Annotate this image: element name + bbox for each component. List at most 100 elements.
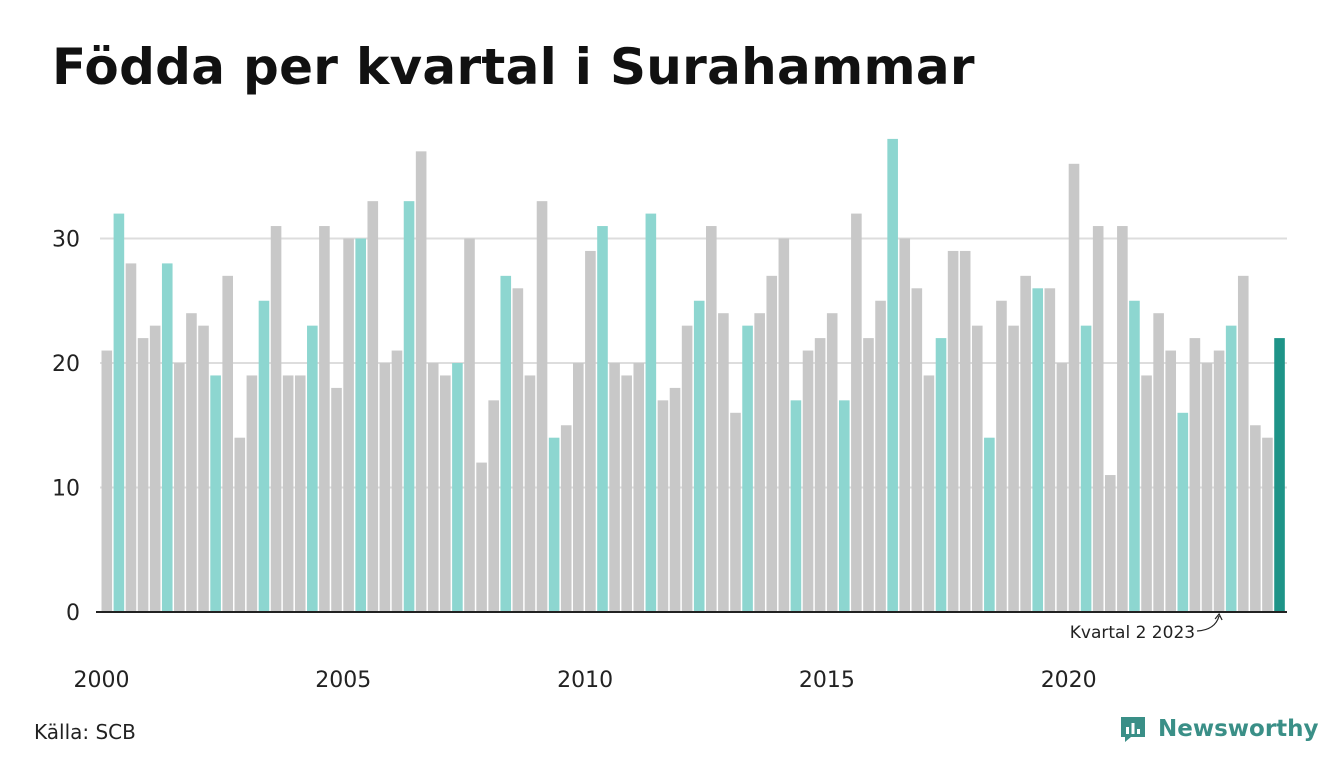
bar-2007-q4 bbox=[476, 462, 487, 612]
bar-2019-q2 bbox=[1032, 288, 1044, 612]
bar-2013-q4 bbox=[766, 275, 778, 612]
bar-2005-q4 bbox=[379, 363, 391, 612]
x-tick-2000: 2000 bbox=[74, 668, 130, 693]
y-tick-0: 0 bbox=[66, 601, 80, 626]
bar-2020-q3 bbox=[1092, 226, 1104, 613]
bar-2016-q2 bbox=[887, 138, 898, 612]
bar-2015-q1 bbox=[826, 313, 838, 612]
bar-2024-q2 bbox=[1274, 338, 1285, 612]
bar-2020-q1 bbox=[1068, 163, 1080, 613]
annotation-label: Kvartal 2 2023 bbox=[1070, 623, 1195, 643]
bar-2010-q4 bbox=[621, 375, 632, 612]
bar-2012-q1 bbox=[681, 325, 693, 612]
bar-2005-q3 bbox=[367, 201, 379, 612]
bar-2008-q4 bbox=[524, 375, 536, 612]
bar-2014-q4 bbox=[814, 338, 826, 612]
bar-2018-q4 bbox=[1008, 325, 1019, 612]
bar-2013-q1 bbox=[730, 412, 741, 612]
bar-2020-q4 bbox=[1104, 475, 1116, 612]
bar-2000-q4 bbox=[137, 338, 149, 612]
bar-2023-q4 bbox=[1250, 425, 1261, 612]
source-label: Källa: SCB bbox=[34, 720, 136, 744]
bar-2017-q4 bbox=[959, 250, 971, 612]
bar-2003-q2 bbox=[258, 300, 270, 612]
bar-2023-q3 bbox=[1237, 275, 1249, 612]
bar-2019-q3 bbox=[1044, 288, 1056, 612]
bar-2015-q4 bbox=[863, 338, 874, 612]
bar-2010-q1 bbox=[585, 250, 596, 612]
bar-2003-q4 bbox=[282, 375, 294, 612]
y-tick-30: 30 bbox=[52, 228, 80, 253]
x-tick-2005: 2005 bbox=[315, 668, 371, 693]
bar-2021-q2 bbox=[1129, 300, 1140, 612]
bar-2021-q4 bbox=[1153, 313, 1164, 612]
bar-2000-q1 bbox=[101, 350, 113, 612]
annotation: Kvartal 2 2023 bbox=[1070, 612, 1223, 643]
bar-2022-q3 bbox=[1189, 338, 1201, 612]
annotation-arrow bbox=[1197, 612, 1223, 632]
bar-2001-q1 bbox=[149, 325, 161, 612]
bar-2015-q2 bbox=[838, 400, 850, 612]
brand-name: Newsworthy bbox=[1158, 716, 1319, 742]
bar-2002-q1 bbox=[198, 325, 209, 612]
bar-2012-q2 bbox=[693, 300, 705, 612]
bar-2023-q1 bbox=[1213, 350, 1225, 612]
bar-2012-q3 bbox=[706, 226, 717, 613]
bar-2003-q1 bbox=[246, 375, 258, 612]
bar-2004-q4 bbox=[331, 387, 342, 612]
bar-2006-q4 bbox=[427, 363, 439, 612]
x-tick-2010: 2010 bbox=[557, 668, 613, 693]
bar-2009-q1 bbox=[536, 201, 548, 612]
bar-2009-q4 bbox=[573, 363, 584, 612]
bar-2018-q1 bbox=[971, 325, 983, 612]
x-tick-2015: 2015 bbox=[799, 668, 855, 693]
bar-2011-q1 bbox=[633, 363, 645, 612]
x-tick-2020: 2020 bbox=[1041, 668, 1097, 693]
bar-2005-q2 bbox=[355, 238, 366, 612]
bar-2006-q1 bbox=[391, 350, 403, 612]
bar-2001-q2 bbox=[161, 263, 173, 612]
chart-title: Födda per kvartal i Surahammar bbox=[52, 38, 975, 96]
bar-2006-q3 bbox=[415, 151, 427, 612]
bar-2003-q3 bbox=[270, 226, 282, 613]
bar-2000-q3 bbox=[125, 263, 137, 612]
bar-2004-q2 bbox=[307, 325, 318, 612]
bar-2008-q2 bbox=[500, 275, 512, 612]
newsworthy-logo-icon bbox=[1121, 717, 1145, 742]
bar-2022-q2 bbox=[1177, 412, 1189, 612]
bar-2021-q1 bbox=[1117, 226, 1128, 613]
bar-2010-q3 bbox=[609, 363, 620, 612]
bar-2013-q2 bbox=[742, 325, 753, 612]
bar-2023-q2 bbox=[1225, 325, 1237, 612]
bar-2008-q3 bbox=[512, 288, 524, 612]
bars bbox=[101, 138, 1285, 613]
bar-2016-q4 bbox=[911, 288, 923, 612]
bar-2002-q2 bbox=[210, 375, 221, 612]
bar-2006-q2 bbox=[403, 201, 415, 612]
bar-2007-q1 bbox=[440, 375, 451, 612]
bar-2009-q2 bbox=[548, 437, 560, 612]
bar-2011-q2 bbox=[645, 213, 657, 612]
bar-2021-q3 bbox=[1141, 375, 1152, 612]
bar-2009-q3 bbox=[560, 425, 572, 612]
bar-2012-q4 bbox=[718, 313, 729, 612]
bar-2018-q2 bbox=[984, 437, 995, 612]
bar-2020-q2 bbox=[1080, 325, 1092, 612]
bar-2017-q1 bbox=[923, 375, 935, 612]
bar-2014-q3 bbox=[802, 350, 814, 612]
bar-2001-q4 bbox=[186, 313, 197, 612]
bar-2004-q1 bbox=[294, 375, 306, 612]
y-tick-labels: 0 10 20 30 bbox=[52, 228, 80, 627]
bar-2010-q2 bbox=[597, 226, 608, 613]
bar-2014-q2 bbox=[790, 400, 802, 612]
bar-2011-q4 bbox=[669, 387, 681, 612]
bar-2014-q1 bbox=[778, 238, 790, 612]
bar-2017-q3 bbox=[947, 250, 959, 612]
x-tick-labels: 2000 2005 2010 2015 2020 bbox=[74, 668, 1097, 693]
bar-2002-q4 bbox=[234, 437, 246, 612]
bar-2007-q2 bbox=[452, 363, 463, 612]
bar-2022-q4 bbox=[1201, 363, 1213, 612]
bar-2019-q4 bbox=[1056, 363, 1068, 612]
brand-logo: Newsworthy bbox=[1118, 714, 1319, 744]
